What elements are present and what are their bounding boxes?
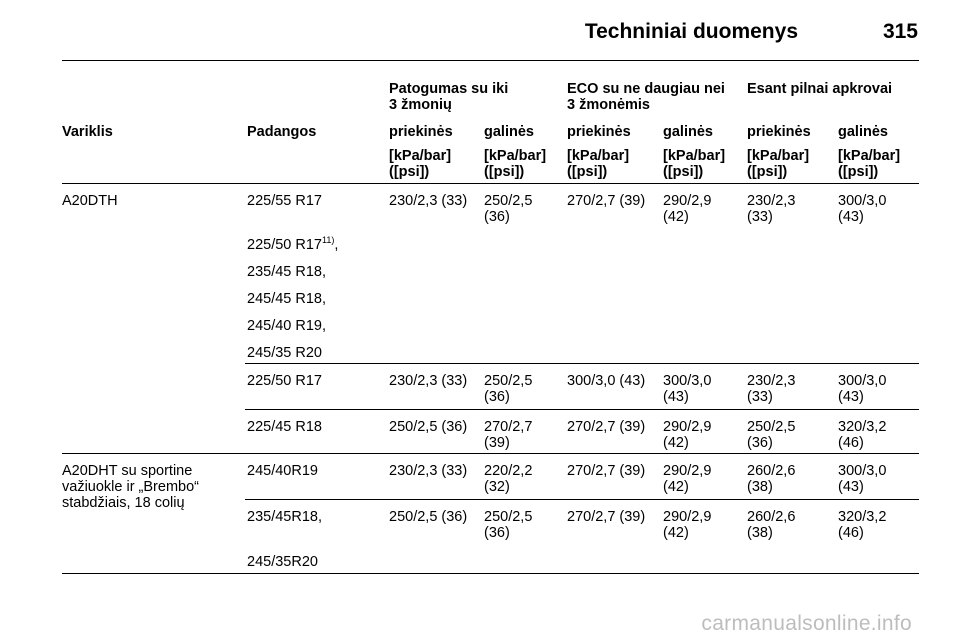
value-cell: 290/2,9 (42) xyxy=(663,463,712,495)
unit-label: [kPa/bar] ([psi]) xyxy=(838,148,901,180)
tyre-cell: 235/45 R18, xyxy=(247,264,327,280)
engine-cell: A20DHT su sportine važiuokle ir „Brembo“… xyxy=(62,463,199,511)
value-cell: 220/2,2 (32) xyxy=(484,463,533,495)
value-cell: 270/2,7 (39) xyxy=(567,193,646,209)
tyre-cell: 225/45 R18 xyxy=(247,419,322,435)
value-cell: 300/3,0 (43) xyxy=(838,193,887,225)
row-rule xyxy=(245,363,919,364)
page-number: 315 xyxy=(882,20,918,43)
value-cell: 320/3,2 (46) xyxy=(838,509,887,541)
header-comfort: Patogumas su iki 3 žmonių xyxy=(389,81,509,113)
value-cell: 290/2,9 (42) xyxy=(663,193,712,225)
value-cell: 260/2,6 (38) xyxy=(747,463,796,495)
value-cell: 300/3,0 (43) xyxy=(838,373,887,405)
value-cell: 250/2,5 (36) xyxy=(747,419,796,451)
tyre-cell: 225/50 R1711), xyxy=(247,235,339,254)
col-front-1: priekinės xyxy=(389,124,453,140)
value-cell: 300/3,0 (43) xyxy=(838,463,887,495)
value-cell: 230/2,3 (33) xyxy=(747,373,796,405)
value-cell: 300/3,0 (43) xyxy=(567,373,646,389)
footnote-marker: 11) xyxy=(321,235,335,245)
unit-label: [kPa/bar] ([psi]) xyxy=(389,148,452,180)
page-title: Techniniai duomenys xyxy=(584,20,798,43)
tyre-cell: 245/35 R20 xyxy=(247,345,322,361)
tyre-cell: 235/45R18, xyxy=(247,509,322,525)
value-cell: 250/2,5 (36) xyxy=(484,509,533,541)
header-eco: ECO su ne daugiau nei 3 žmonėmis xyxy=(567,81,725,113)
tyre-cell: 225/50 R17 xyxy=(247,373,322,389)
value-cell: 270/2,7 (39) xyxy=(567,419,646,435)
unit-label: [kPa/bar] ([psi]) xyxy=(663,148,726,180)
col-front-2: priekinės xyxy=(567,124,631,140)
value-cell: 230/2,3 (33) xyxy=(747,193,796,225)
value-cell: 270/2,7 (39) xyxy=(484,419,533,451)
value-cell: 290/2,9 (42) xyxy=(663,509,712,541)
col-rear-2: galinės xyxy=(663,124,713,140)
tyre-cell: 245/35R20 xyxy=(247,554,318,570)
header-full-load: Esant pilnai apkrovai xyxy=(747,81,893,97)
watermark: carmanualsonline.info xyxy=(701,612,912,635)
value-cell: 250/2,5 (36) xyxy=(389,509,468,525)
unit-label: [kPa/bar] ([psi]) xyxy=(567,148,630,180)
col-tyres: Padangos xyxy=(247,124,317,140)
row-rule xyxy=(62,453,919,454)
engine-cell: A20DTH xyxy=(62,193,118,209)
value-cell: 250/2,5 (36) xyxy=(484,193,533,225)
value-cell: 260/2,6 (38) xyxy=(747,509,796,541)
tyre-cell: 245/40 R19, xyxy=(247,318,327,334)
tyre-cell: 245/40R19 xyxy=(247,463,318,479)
value-cell: 320/3,2 (46) xyxy=(838,419,887,451)
header-rule xyxy=(62,183,919,184)
value-cell: 300/3,0 (43) xyxy=(663,373,712,405)
value-cell: 250/2,5 (36) xyxy=(389,419,468,435)
value-cell: 250/2,5 (36) xyxy=(484,373,533,405)
value-cell: 270/2,7 (39) xyxy=(567,509,646,525)
value-cell: 230/2,3 (33) xyxy=(389,373,468,389)
tyre-cell: 245/45 R18, xyxy=(247,291,327,307)
row-rule xyxy=(245,409,919,410)
col-rear-1: galinės xyxy=(484,124,534,140)
unit-label: [kPa/bar] ([psi]) xyxy=(747,148,810,180)
top-rule xyxy=(62,60,919,61)
value-cell: 230/2,3 (33) xyxy=(389,193,468,209)
value-cell: 230/2,3 (33) xyxy=(389,463,468,479)
row-rule xyxy=(245,499,919,500)
value-cell: 290/2,9 (42) xyxy=(663,419,712,451)
value-cell: 270/2,7 (39) xyxy=(567,463,646,479)
unit-label: [kPa/bar] ([psi]) xyxy=(484,148,547,180)
bottom-rule xyxy=(62,573,919,574)
col-engine: Variklis xyxy=(62,124,113,140)
col-front-3: priekinės xyxy=(747,124,811,140)
col-rear-3: galinės xyxy=(838,124,888,140)
tyre-cell: 225/55 R17 xyxy=(247,193,322,209)
